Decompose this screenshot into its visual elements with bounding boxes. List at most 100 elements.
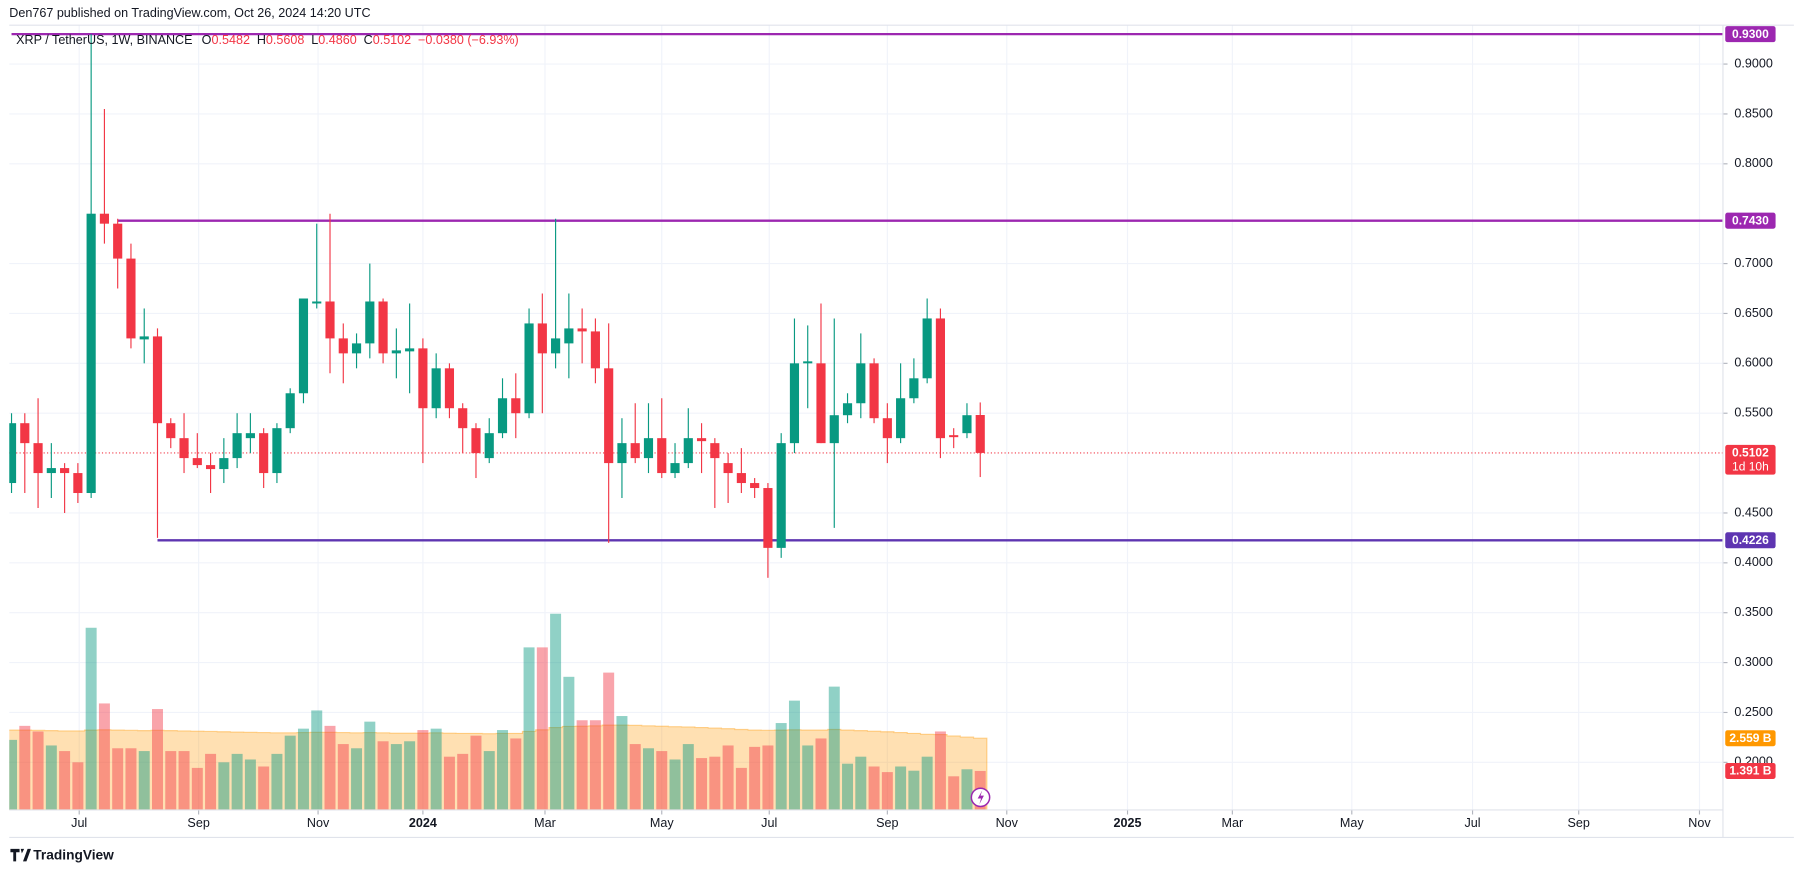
legend-item: C [364,34,373,48]
x-tick-label: Sep [1568,816,1590,830]
volume-bar [749,746,761,810]
legend-item: 0.5482 [211,34,249,48]
candle-body [73,473,83,494]
volume-bar [404,741,416,810]
candle-body [418,348,428,409]
candle-body [763,488,773,548]
candle-body [896,398,906,439]
legend-item: XRP / TetherUS, 1W, BINANCE [16,34,192,48]
candle-body [643,438,654,459]
x-tick-label: Nov [1688,816,1711,830]
candle-body [20,423,30,444]
candle-body [803,361,813,364]
volume-bar [895,766,907,810]
volume-bar [802,745,814,810]
volume-bar [855,756,867,810]
volume-bar [364,721,376,810]
volume-bar [284,735,296,810]
volume-bar [642,748,654,810]
candle-body [630,443,640,459]
volume-bar [443,756,455,810]
volume-bar [696,758,708,810]
volume-bar [550,613,562,810]
footer-brand[interactable]: TradingView [33,847,114,862]
candle-body [139,336,149,340]
candle-body [298,298,309,394]
candle-body [60,468,70,474]
x-tick-label: Sep [187,816,209,830]
candle-body [962,415,972,434]
candle-body [484,433,494,459]
candle-body [551,338,561,354]
volume-bar [735,767,747,810]
candle-body [365,301,375,344]
volume-bar [390,744,402,810]
last-price-box [1725,444,1776,475]
candle-body [152,336,163,424]
candle-body [949,435,959,438]
volume-bar [842,763,854,810]
volume-bar [775,723,787,810]
candle-body [497,398,508,434]
y-tick-label: 0.8000 [1734,156,1772,170]
x-tick-label: 2024 [409,816,437,830]
volume-bar [218,762,230,810]
volume-bar [616,716,628,810]
candle-body [829,415,839,444]
volume-bar [948,776,960,810]
level-label-box [1725,212,1776,229]
volume-bar [470,735,482,810]
volume-bar [589,720,601,810]
candle-body [391,350,401,354]
volume-bar [9,739,18,810]
level-layer [9,33,1723,542]
y-tick-label: 0.6500 [1734,306,1772,320]
y-tick-label: 0.3500 [1734,605,1772,619]
volume-bar [231,753,243,810]
candle-body [86,213,96,494]
volume-bar [324,725,336,810]
volume-bar [178,751,190,810]
candle-body [245,433,255,439]
candle-body [113,223,123,259]
volume-bar [59,751,71,810]
candle-body [670,463,680,474]
candle-body [219,458,229,470]
volume-bar [629,744,641,810]
candle-body [789,363,800,444]
candle-body [816,363,826,444]
x-tick-label: Jul [71,816,87,830]
grid-layer [9,25,1723,810]
volume-bar [828,686,840,810]
candle-body [431,368,441,409]
alert-icon[interactable] [970,787,991,808]
candle-body [458,408,468,429]
volume-bar [709,756,721,810]
candle-body [378,301,388,354]
footer-logo[interactable]: TradingView [10,847,114,862]
volume-bar [351,748,363,810]
y-tick-label: 0.3000 [1734,655,1772,669]
candle-body [338,338,348,354]
candle-body [259,433,269,474]
legend-item: 0.5102 [373,34,411,48]
y-tick-label: 0.7000 [1734,256,1772,270]
level-label-box [1725,26,1776,43]
candle-body [617,443,627,464]
y-tick-label: 0.9000 [1734,56,1772,70]
volume-bar [934,731,946,810]
y-tick-label: 0.4000 [1734,555,1772,569]
last-price-label: 0.5102 [1732,446,1769,460]
candle-body [99,213,109,224]
y-tick-label: 0.8500 [1734,106,1772,120]
x-tick-label: Sep [876,816,898,830]
candle-body [285,393,295,429]
volume-bar [98,703,110,810]
axis-layer: 0.9000 0.8500 0.8000 0.7000 0.6500 0.6000 0.55… [71,26,1776,830]
candle-body [511,398,521,414]
candle-body [524,323,534,414]
candle-body [696,438,707,442]
volume-bar [125,748,137,810]
candle-body [577,328,587,332]
